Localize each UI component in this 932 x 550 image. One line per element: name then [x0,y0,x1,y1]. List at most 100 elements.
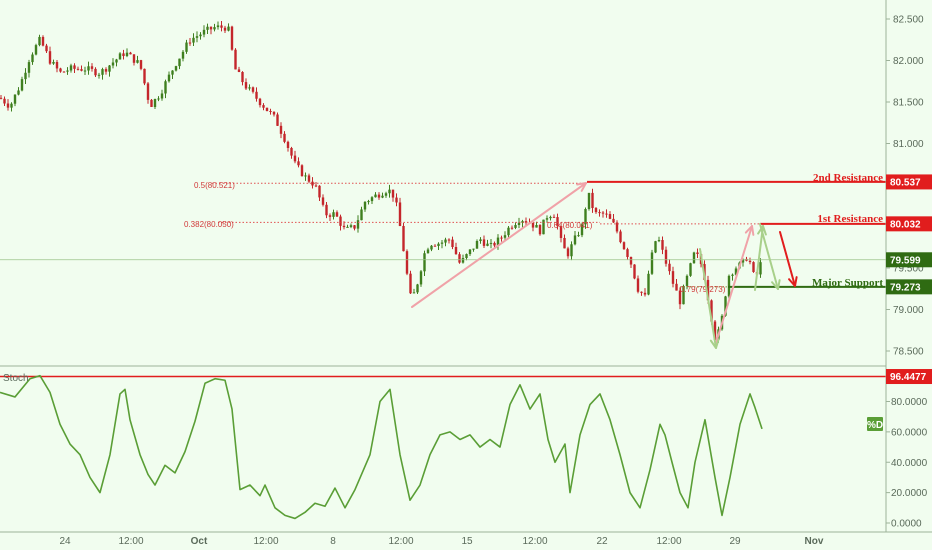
candle [174,66,178,71]
candle [69,65,73,71]
stochastic-line [0,374,763,520]
candle [640,291,643,293]
candle [178,58,181,67]
candle [391,189,395,198]
percent-d-legend: %D [867,417,883,431]
candle [482,239,486,246]
candle [164,81,167,94]
candle [451,239,454,248]
candle [444,239,447,243]
decline-arrow [699,248,717,349]
candle [80,69,83,71]
stochastic-label: Stoch [3,373,29,384]
candle [157,98,160,100]
candle [545,218,549,220]
candle [339,216,342,226]
price-tick-label: 79.000 [893,305,924,316]
candle [304,175,307,177]
time-axis[interactable]: 24 12:00 Oct 12:00 8 12:00 15 12:00 22 12:00 29 Nov [59,536,823,547]
time-tick-label: Oct [191,536,208,547]
candle [73,65,76,69]
candle [598,212,601,214]
candle [129,52,132,55]
price-tick-label: 82.500 [893,15,924,26]
candle [563,237,566,249]
candle [66,70,69,72]
candle [335,212,339,217]
candle [475,241,479,249]
drop-arrow-head [788,276,798,287]
candle [146,83,150,100]
rally-arrow-head [744,225,755,236]
candle [556,217,559,227]
candle [101,69,104,75]
uptrend-arrow-head [576,182,587,192]
time-tick-label: 12:00 [118,536,143,547]
candle [34,45,38,55]
candle [454,247,458,255]
candle [493,242,496,246]
candle [668,263,671,272]
candle [237,69,241,73]
candle [97,74,101,76]
candle [559,226,563,238]
key-levels [0,180,886,288]
candle [202,29,206,35]
candle [416,284,419,293]
fib-label: 0.5(80.521) [194,181,235,190]
stochastic-pane[interactable] [0,374,886,520]
candle [587,192,591,210]
candle [55,61,59,69]
candle [566,248,570,257]
candle [139,60,143,69]
candle [447,239,451,241]
candle [367,201,370,203]
candle [741,258,745,263]
oscillator-axis[interactable]: 80.0000 60.0000 40.0000 20.0000 0.0000 [886,397,928,530]
candle [31,54,34,63]
osc-tick-label: 0.0000 [891,519,922,530]
bounce-arrow-head [757,225,767,236]
candle [752,262,755,272]
pullback-arrow [759,223,779,290]
price-tags: 80.537 80.032 79.599 79.273 96.4477 [886,174,932,385]
candle [87,66,90,71]
price-tick-label: 81.000 [893,139,924,150]
candle [192,37,195,43]
major-support-label: Major Support [812,277,883,289]
candle [472,248,475,250]
candle [724,296,727,316]
candle [370,197,374,202]
candle [115,59,118,63]
candle [227,26,230,31]
decline-arrow-head [709,338,720,349]
candle [685,275,689,286]
candle [251,87,255,92]
candle [171,70,174,75]
candle [430,245,433,250]
candle [657,240,661,242]
candle [27,62,31,73]
candle [517,222,521,225]
candle [486,243,489,246]
candle [437,243,440,246]
fibonacci-labels: 0.5(80.521) 0.382(80.050) 0.64(80.041) 0… [184,181,726,294]
osc-tick-label: 20.0000 [891,488,928,499]
candle [577,235,580,237]
candle [153,98,157,107]
candle [265,107,269,112]
candle [500,237,503,239]
candle [619,231,622,243]
candle [423,253,426,272]
candle [248,87,251,89]
candle [409,273,412,294]
candle [3,98,6,104]
candle [314,185,318,187]
candle [6,103,10,108]
time-tick-label: 12:00 [388,536,413,547]
candle [542,219,545,235]
candle [353,225,356,229]
candle [279,125,283,134]
